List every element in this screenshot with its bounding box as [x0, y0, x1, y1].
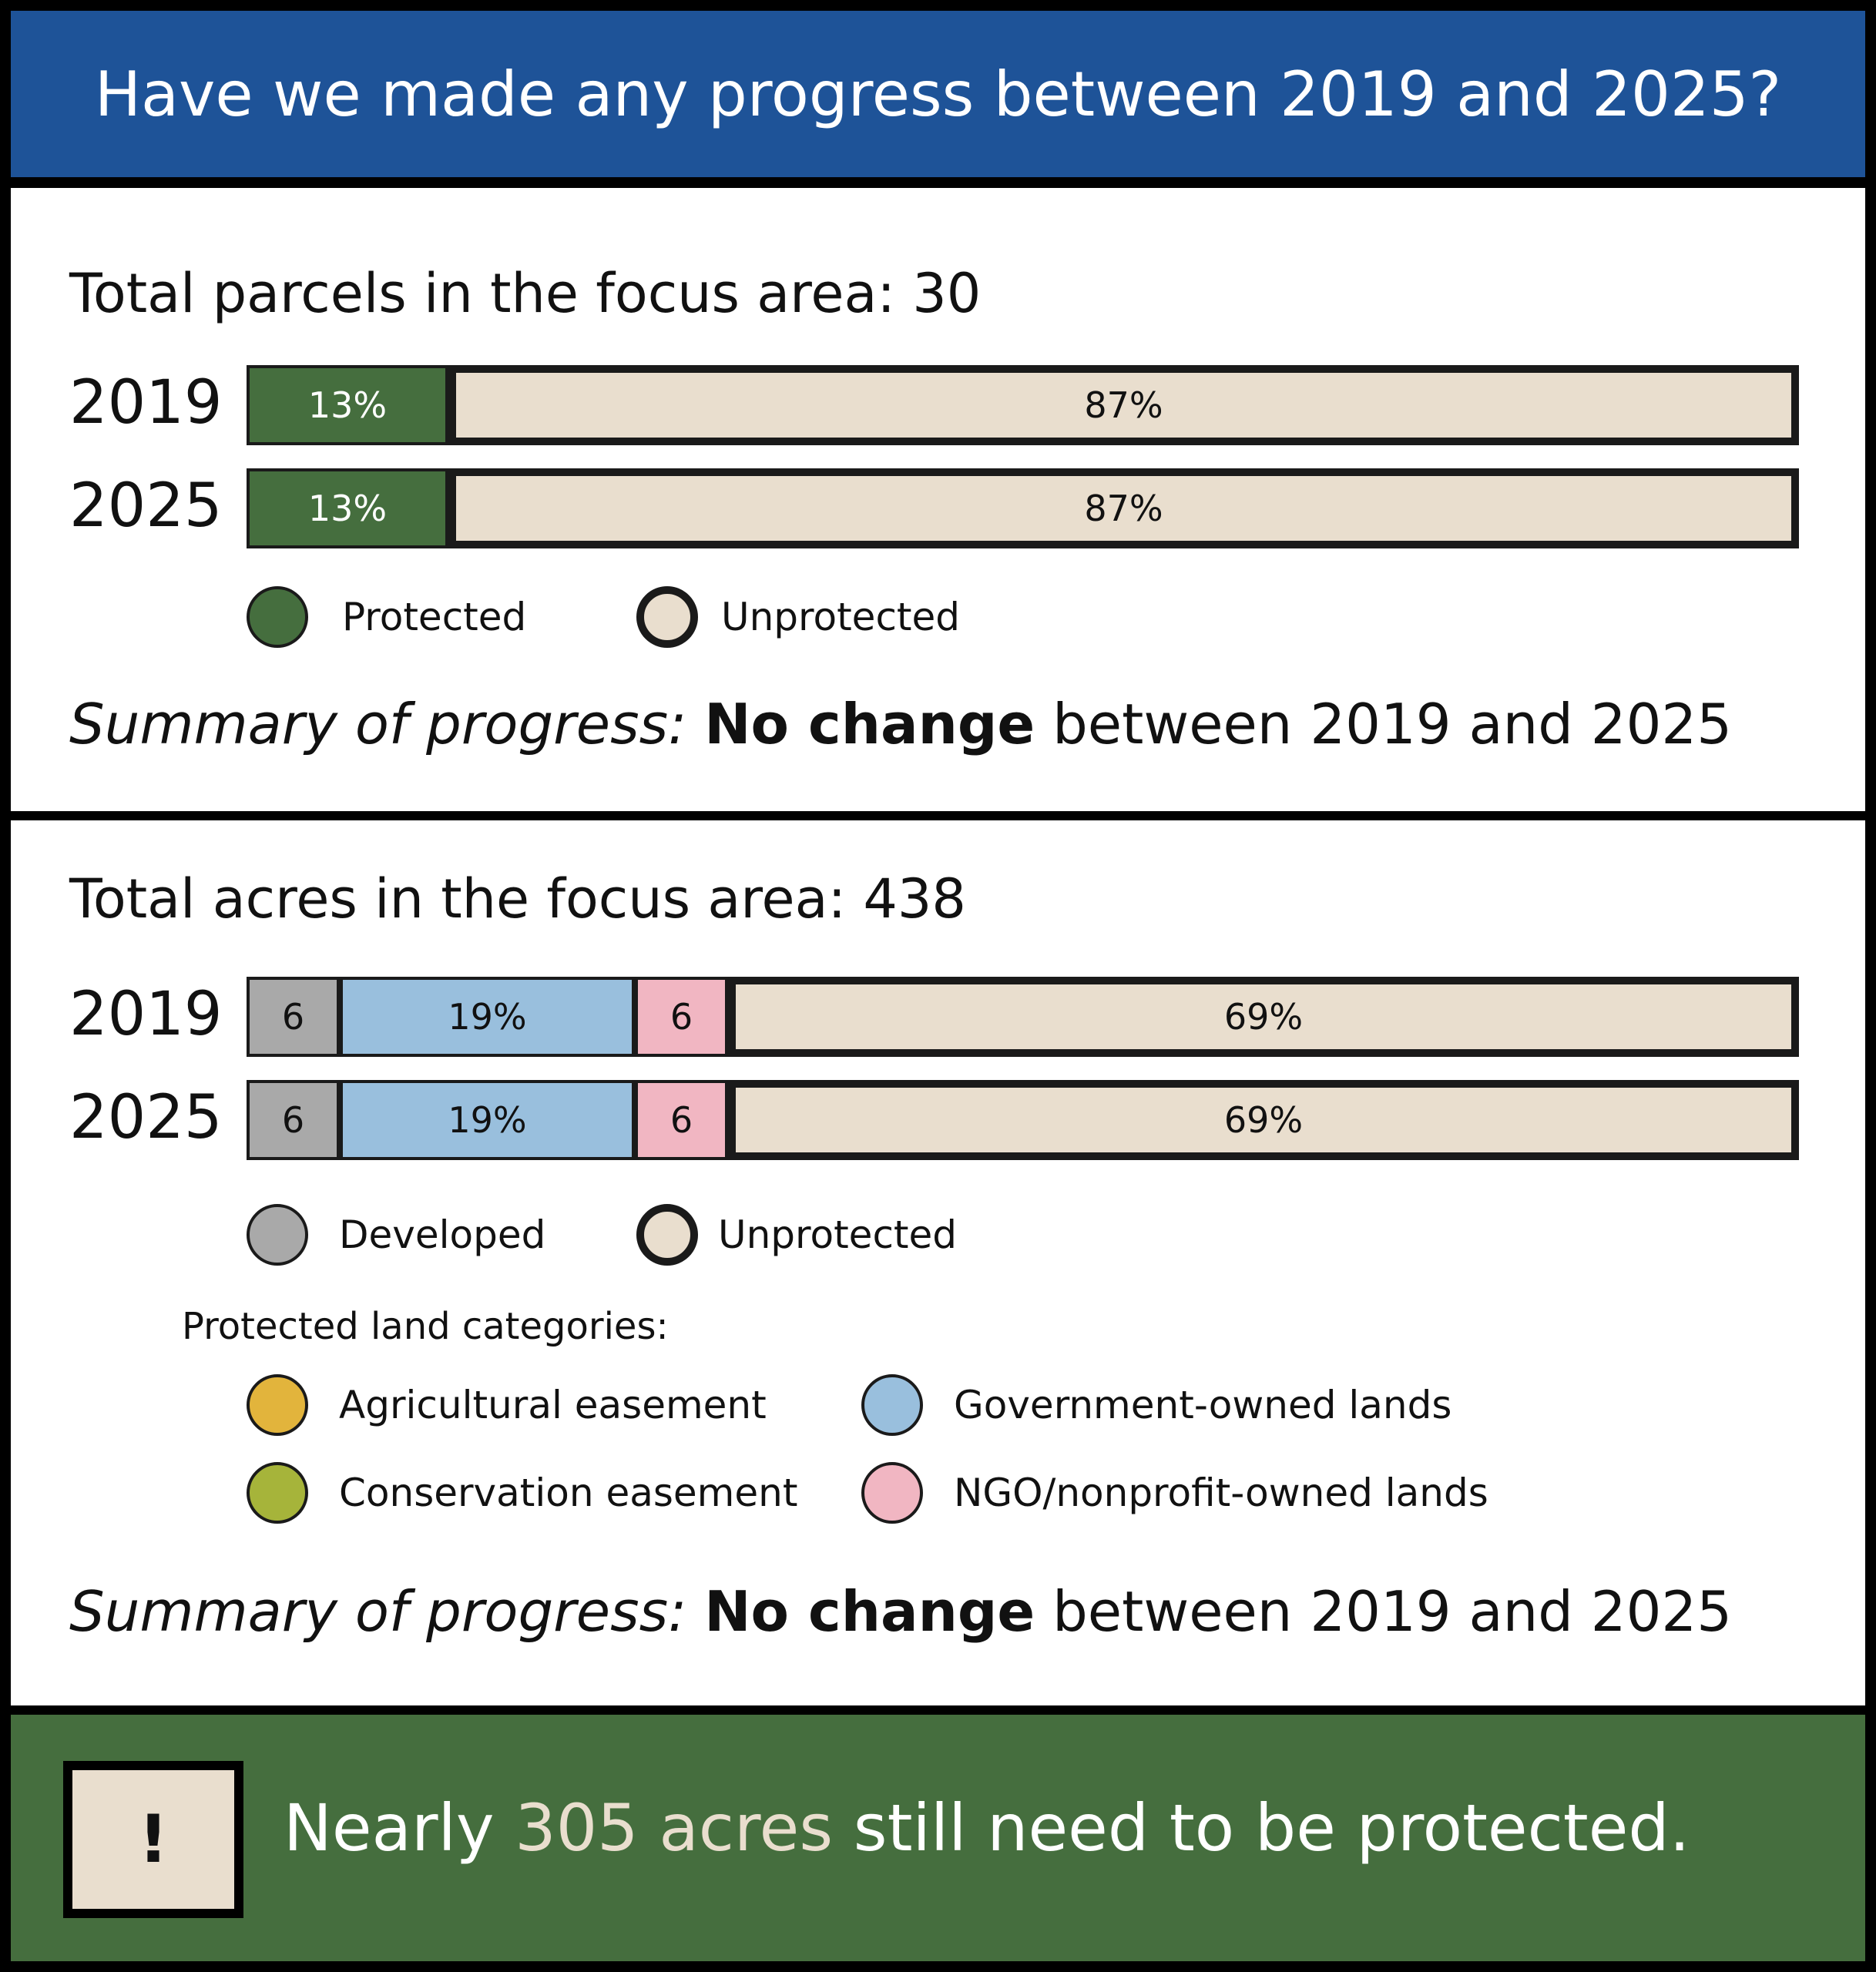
parcels-bar-2025: 13% 87% [247, 468, 1799, 548]
legend-item-unprotected: Unprotected [636, 586, 960, 648]
summary-strong: No change [704, 692, 1035, 756]
acres-segment-developed: 6 [247, 1080, 340, 1160]
developed-swatch-icon [247, 1204, 308, 1266]
parcels-data-label: 87% [1084, 384, 1163, 426]
parcels-summary: Summary of progress: No change between 2… [69, 692, 1732, 756]
unprotected-swatch-icon [636, 586, 698, 648]
agricultural-swatch-icon [247, 1374, 308, 1436]
acres-segment-government-owned-lands: 19% [340, 1080, 635, 1160]
legend-item-conservation: Conservation easement [247, 1462, 797, 1524]
parcels-segment-protected: 13% [247, 365, 448, 445]
acres-data-label: 19% [448, 996, 527, 1038]
summary-strong: No change [704, 1579, 1035, 1644]
legend-item-unprotected-acres: Unprotected [636, 1204, 957, 1266]
parcels-title: Total parcels in the focus area: 30 [69, 262, 982, 325]
parcels-data-label: 13% [307, 488, 388, 529]
acres-segment-unprotected: 69% [728, 977, 1799, 1057]
legend-label-conservation: Conservation easement [339, 1471, 798, 1515]
acres-segment-government-owned-lands: 19% [340, 977, 635, 1057]
legend-label-protected: Protected [342, 595, 527, 639]
acres-data-label: 6 [670, 1099, 693, 1141]
parcels-segment-protected: 13% [247, 468, 448, 548]
summary-label: Summary of progress: [69, 692, 687, 756]
summary-label: Summary of progress: [69, 1579, 687, 1644]
protected-categories-title: Protected land categories: [182, 1305, 669, 1348]
acres-bar-2019: 6 19% 6 69% [247, 977, 1799, 1057]
footer-callout: ! Nearly 305 acres still need to be prot… [11, 1715, 1865, 1961]
summary-rest: between 2019 and 2025 [1052, 692, 1733, 756]
legend-item-agricultural: Agricultural easement [247, 1374, 767, 1436]
parcels-segment-unprotected: 87% [448, 468, 1799, 548]
footer-text-after: still need to be protected. [833, 1790, 1690, 1866]
page-title: Have we made any progress between 2019 a… [94, 58, 1782, 130]
acres-data-label: 6 [281, 996, 305, 1038]
unprotected-swatch-icon [636, 1204, 698, 1266]
footer-message: Nearly 305 acres still need to be protec… [284, 1790, 1690, 1866]
alert-icon: ! [63, 1761, 243, 1918]
legend-label-unprotected: Unprotected [718, 1212, 958, 1257]
acres-data-label: 69% [1223, 996, 1304, 1038]
section-divider [11, 811, 1865, 820]
government-swatch-icon [861, 1374, 923, 1436]
parcels-data-label: 87% [1084, 488, 1163, 529]
protected-swatch-icon [247, 586, 308, 648]
acres-data-label: 69% [1223, 1099, 1304, 1141]
parcels-year-2019-label: 2019 [69, 368, 223, 438]
legend-label-ngo: NGO/nonprofit-owned lands [954, 1471, 1488, 1515]
acres-segment-developed: 6 [247, 977, 340, 1057]
acres-summary: Summary of progress: No change between 2… [69, 1579, 1732, 1644]
parcels-data-label: 13% [307, 384, 388, 426]
footer-text-before: Nearly [284, 1790, 515, 1866]
parcels-year-2025-label: 2025 [69, 471, 223, 541]
alert-symbol: ! [138, 1801, 169, 1878]
footer-highlight: 305 acres [515, 1790, 834, 1866]
legend-item-ngo: NGO/nonprofit-owned lands [861, 1462, 1488, 1524]
legend-label-developed: Developed [339, 1212, 546, 1257]
legend-label-government: Government-owned lands [954, 1383, 1452, 1427]
legend-label-agricultural: Agricultural easement [339, 1383, 767, 1427]
acres-segment-unprotected: 69% [728, 1080, 1799, 1160]
acres-year-2025-label: 2025 [69, 1083, 223, 1152]
parcels-segment-unprotected: 87% [448, 365, 1799, 445]
acres-title: Total acres in the focus area: 438 [69, 867, 966, 931]
acres-segment-ngo-nonprofit-owned-lands: 6 [635, 1080, 728, 1160]
acres-data-label: 6 [670, 996, 693, 1038]
acres-data-label: 19% [448, 1099, 527, 1141]
legend-item-protected: Protected [247, 586, 526, 648]
header-banner: Have we made any progress between 2019 a… [11, 11, 1865, 188]
acres-year-2019-label: 2019 [69, 980, 223, 1049]
ngo-swatch-icon [861, 1462, 923, 1524]
parcels-bar-2019: 13% 87% [247, 365, 1799, 445]
summary-rest: between 2019 and 2025 [1052, 1579, 1733, 1644]
acres-bar-2025: 6 19% 6 69% [247, 1080, 1799, 1160]
legend-item-developed: Developed [247, 1204, 545, 1266]
legend-item-government: Government-owned lands [861, 1374, 1451, 1436]
acres-data-label: 6 [281, 1099, 305, 1141]
section-divider [11, 1705, 1865, 1715]
acres-segment-ngo-nonprofit-owned-lands: 6 [635, 977, 728, 1057]
legend-label-unprotected: Unprotected [721, 595, 961, 639]
conservation-swatch-icon [247, 1462, 308, 1524]
